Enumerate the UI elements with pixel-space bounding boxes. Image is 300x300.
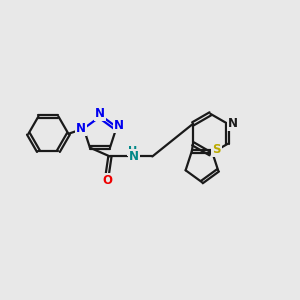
Text: S: S xyxy=(212,143,220,156)
Text: O: O xyxy=(102,174,112,188)
Text: N: N xyxy=(76,122,86,135)
Text: N: N xyxy=(95,107,105,120)
Text: H: H xyxy=(128,146,137,156)
Text: N: N xyxy=(129,150,139,163)
Text: N: N xyxy=(113,119,124,132)
Text: N: N xyxy=(228,117,238,130)
